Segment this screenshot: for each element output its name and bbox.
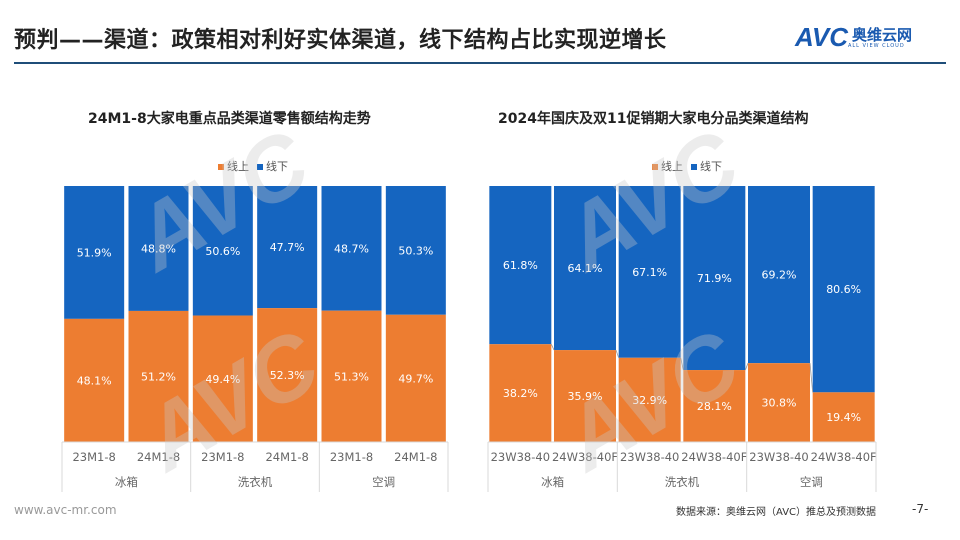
chart1-title: 24M1-8大家电重点品类渠道零售额结构走势 [88, 111, 371, 127]
bar-offline [192, 186, 253, 316]
data-source: 数据来源：奥维云网（AVC）推总及预测数据 [676, 507, 877, 518]
connector-line [680, 357, 684, 371]
chart2-legend: 线上 线下 [652, 158, 722, 174]
data-label-offline: 50.6% [205, 245, 240, 258]
data-label-online: 30.8% [762, 397, 797, 410]
group-label: 冰箱 [115, 475, 138, 489]
x-tick-label: 23M1-8 [72, 450, 115, 464]
connector-line [744, 363, 749, 371]
connector-line [615, 349, 620, 358]
bar-offline [257, 186, 318, 309]
bar-offline [812, 186, 875, 393]
group-label: 空调 [372, 475, 395, 489]
bar-online [618, 357, 681, 442]
bar-offline [683, 186, 746, 371]
legend-online: 线上 [652, 158, 683, 174]
x-tick-label: 23W38-40 [620, 450, 679, 464]
data-label-online: 49.7% [398, 372, 433, 385]
bar-offline [554, 186, 616, 351]
data-label-offline: 50.3% [398, 244, 433, 257]
page-number: -7- [912, 502, 929, 516]
legend-online: 线上 [218, 158, 249, 174]
x-tick-label: 24W38-40F [552, 450, 618, 464]
connector-line [809, 363, 814, 393]
avc-logo: AVC 奥维云网 ALL VIEW CLOUD [795, 22, 912, 53]
title-divider [14, 62, 946, 64]
data-label-offline: 69.2% [762, 269, 797, 282]
x-tick-label: 23M1-8 [330, 450, 373, 464]
legend-offline: 线下 [691, 158, 722, 174]
data-label-offline: 67.1% [632, 266, 667, 279]
bar-online [257, 308, 318, 442]
bar-online [321, 310, 382, 442]
x-tick-label: 23M1-8 [201, 450, 244, 464]
x-tick-label: 23W38-40 [749, 450, 808, 464]
bar-online [192, 315, 253, 442]
x-tick-label: 24M1-8 [265, 450, 308, 464]
bar-offline [321, 186, 382, 311]
data-label-offline: 61.8% [503, 259, 538, 272]
logo-mark: AVC [795, 22, 848, 52]
x-tick-label: 24M1-8 [137, 450, 180, 464]
data-label-online: 28.1% [697, 400, 732, 413]
data-label-online: 49.4% [205, 373, 240, 386]
data-label-offline: 51.9% [77, 246, 112, 259]
data-label-online: 51.3% [334, 370, 369, 383]
data-label-offline: 47.7% [270, 241, 305, 254]
bar-offline [748, 186, 810, 364]
data-label-offline: 48.7% [334, 242, 369, 255]
data-label-online: 52.3% [270, 369, 305, 382]
bar-offline [385, 186, 446, 315]
x-tick-label: 24W38-40F [811, 450, 877, 464]
data-label-online: 51.2% [141, 370, 176, 383]
chart1-legend: 线上 线下 [218, 158, 288, 174]
data-label-offline: 80.6% [826, 283, 861, 296]
x-tick-label: 24M1-8 [394, 450, 437, 464]
bar-online [554, 350, 616, 442]
data-label-online: 38.2% [503, 387, 538, 400]
data-label-online: 35.9% [568, 390, 603, 403]
group-label: 冰箱 [541, 475, 564, 489]
bar-online [385, 314, 446, 442]
chart2-title: 2024年国庆及双11促销期大家电分品类渠道结构 [498, 111, 809, 127]
website[interactable]: www.avc-mr.com [14, 503, 117, 517]
bar-online [683, 370, 746, 442]
logo-en: ALL VIEW CLOUD [847, 42, 905, 49]
group-label: 空调 [800, 475, 823, 489]
x-tick-label: 24W38-40F [681, 450, 747, 464]
data-label-offline: 64.1% [568, 262, 603, 275]
bar-offline [64, 186, 125, 319]
bar-online [64, 318, 125, 442]
bar-online [748, 363, 810, 442]
data-label-offline: 71.9% [697, 272, 732, 285]
bar-offline [618, 186, 681, 358]
group-label: 洗衣机 [238, 475, 273, 489]
group-label: 洗衣机 [665, 475, 700, 489]
bar-online [489, 344, 552, 442]
logo-cn: 奥维云网 [851, 25, 912, 44]
bar-online [812, 392, 875, 442]
bar-offline [128, 186, 189, 311]
bar-online [128, 310, 189, 442]
bar-offline [489, 186, 552, 345]
page-title: 预判——渠道：政策相对利好实体渠道，线下结构占比实现逆增长 [14, 28, 667, 53]
connector-line [550, 344, 555, 351]
x-tick-label: 23W38-40 [491, 450, 550, 464]
data-label-online: 48.1% [77, 374, 112, 387]
data-label-online: 32.9% [632, 394, 667, 407]
legend-offline: 线下 [257, 158, 288, 174]
data-label-offline: 48.8% [141, 242, 176, 255]
data-label-online: 19.4% [826, 411, 861, 424]
